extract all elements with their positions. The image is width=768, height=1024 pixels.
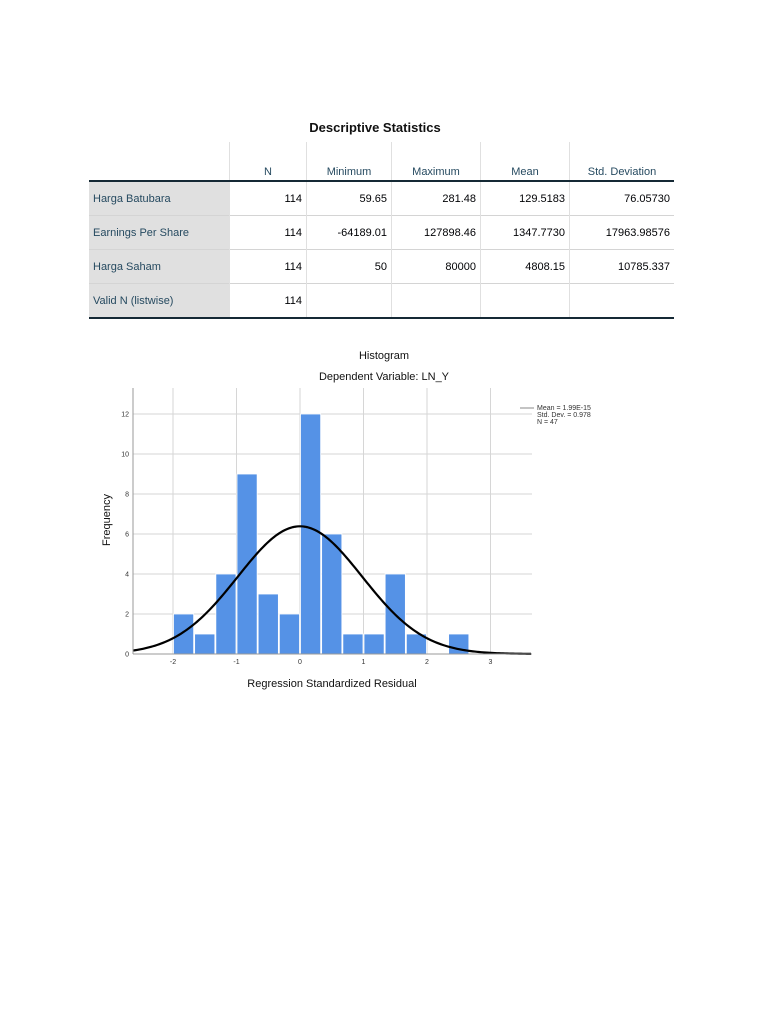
- histogram-bar: [321, 533, 343, 655]
- normal-curve: [132, 525, 532, 655]
- cell-std-deviation: 10785.337: [569, 249, 674, 284]
- cell-mean: 1347.7730: [480, 215, 570, 250]
- x-tick-label: 2: [425, 659, 429, 666]
- y-tick-label: 12: [121, 412, 129, 419]
- row-label: Harga Batubara: [89, 180, 230, 216]
- cell-n: 114: [229, 249, 307, 284]
- header-corner: [89, 142, 230, 182]
- cell-minimum: 50: [306, 249, 392, 284]
- y-tick-label: 2: [125, 612, 129, 619]
- histogram-subtitle: Dependent Variable: LN_Y: [318, 371, 450, 383]
- row-label: Harga Saham: [89, 249, 230, 284]
- descriptive-statistics-table: N Minimum Maximum Mean Std. Deviation Ha…: [89, 142, 674, 319]
- header-maximum: Maximum: [391, 142, 481, 182]
- y-tick-label: 10: [121, 452, 129, 459]
- y-tick-label: 6: [125, 532, 129, 539]
- histogram-bar: [342, 633, 364, 655]
- histogram-bar: [363, 633, 385, 655]
- histogram-bar: [173, 613, 195, 655]
- cell-n: 114: [229, 283, 307, 319]
- stats-legend: Mean = 1.99E-15 Std. Dev. = 0.978 N = 47: [520, 405, 591, 426]
- cell-minimum: -64189.01: [306, 215, 392, 250]
- cell-n: 114: [229, 180, 307, 216]
- cell-maximum: 80000: [391, 249, 481, 284]
- header-minimum: Minimum: [306, 142, 392, 182]
- legend-n: N = 47: [537, 419, 558, 426]
- cell-mean: [480, 283, 570, 319]
- x-tick-label: 1: [362, 659, 366, 666]
- cell-n: 114: [229, 215, 307, 250]
- header-mean: Mean: [480, 142, 570, 182]
- table-row: Harga Saham 114 50 80000 4808.15 10785.3…: [89, 249, 674, 284]
- cell-std-deviation: 76.05730: [569, 180, 674, 216]
- cell-std-deviation: 17963.98576: [569, 215, 674, 250]
- histogram-bar: [257, 593, 279, 655]
- table-header-row: N Minimum Maximum Mean Std. Deviation: [89, 142, 674, 182]
- header-std-deviation: Std. Deviation: [569, 142, 674, 182]
- cell-maximum: [391, 283, 481, 319]
- y-tick-label: 0: [125, 652, 129, 659]
- legend-sd: Std. Dev. = 0.978: [537, 412, 591, 419]
- histogram-bar: [278, 613, 300, 655]
- cell-mean: 129.5183: [480, 180, 570, 216]
- table-row: Earnings Per Share 114 -64189.01 127898.…: [89, 215, 674, 250]
- row-label: Earnings Per Share: [89, 215, 230, 250]
- cell-maximum: 127898.46: [391, 215, 481, 250]
- x-tick-label: -2: [170, 659, 176, 666]
- legend-mean: Mean = 1.99E-15: [537, 405, 591, 412]
- y-axis-label: Frequency: [101, 494, 113, 546]
- table-title: Descriptive Statistics: [309, 120, 441, 135]
- histogram-title: Histogram: [358, 350, 410, 362]
- axes: [132, 388, 532, 655]
- histogram-bar: [300, 413, 322, 655]
- table-row: Harga Batubara 114 59.65 281.48 129.5183…: [89, 180, 674, 216]
- cell-maximum: 281.48: [391, 180, 481, 216]
- cell-minimum: 59.65: [306, 180, 392, 216]
- header-n: N: [229, 142, 307, 182]
- histogram-bars: [173, 413, 470, 655]
- table-row: Valid N (listwise) 114: [89, 283, 674, 319]
- cell-minimum: [306, 283, 392, 319]
- x-tick-label: -1: [233, 659, 239, 666]
- x-axis-label: Regression Standardized Residual: [247, 678, 416, 690]
- histogram-bar: [194, 633, 216, 655]
- x-tick-label: 3: [489, 659, 493, 666]
- cell-mean: 4808.15: [480, 249, 570, 284]
- histogram-bar: [215, 573, 237, 655]
- cell-std-deviation: [569, 283, 674, 319]
- y-tick-label: 8: [125, 492, 129, 499]
- row-label: Valid N (listwise): [89, 283, 230, 319]
- y-tick-label: 4: [125, 572, 129, 579]
- x-tick-label: 0: [298, 659, 302, 666]
